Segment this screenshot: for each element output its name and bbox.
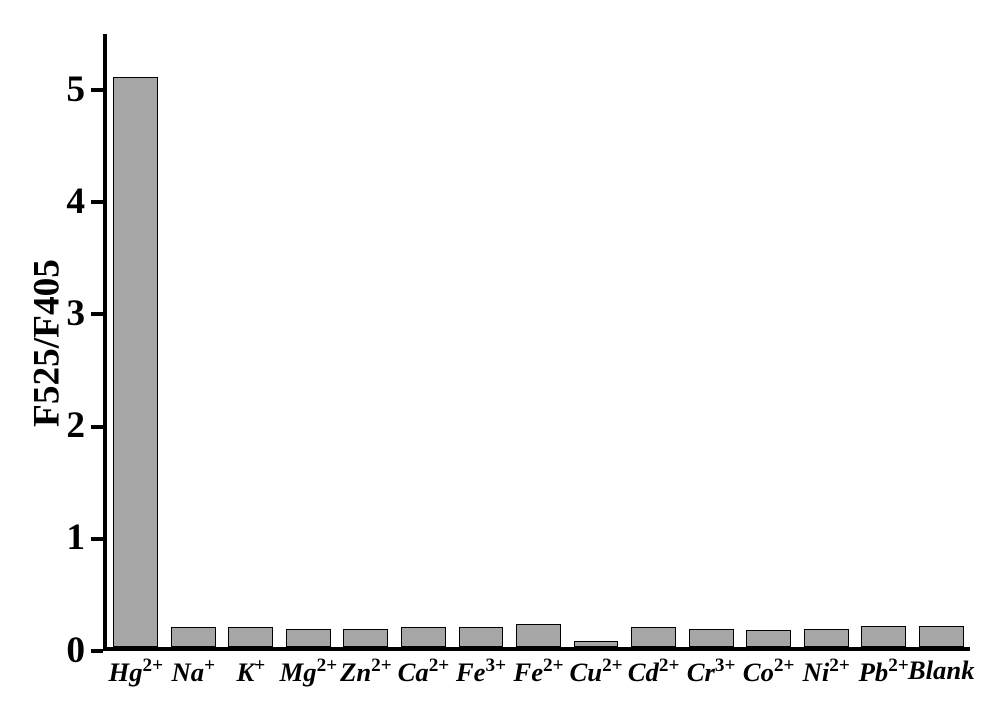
bar — [861, 626, 906, 647]
bar — [228, 627, 273, 647]
ytick-mark — [91, 425, 103, 429]
ytick-label: 0 — [0, 629, 85, 672]
bar — [631, 627, 676, 647]
y-axis-line — [103, 34, 107, 651]
bar — [689, 629, 734, 647]
bar-chart: F525/F405 012345 Hg2+Na+K+Mg2+Zn2+Ca2+Fe… — [0, 0, 1000, 721]
bar — [286, 629, 331, 647]
ytick-mark — [91, 312, 103, 316]
bar — [516, 624, 561, 647]
bar — [804, 629, 849, 647]
bar — [919, 626, 964, 647]
ytick-mark — [91, 537, 103, 541]
x-axis-line — [103, 647, 970, 651]
bar — [171, 627, 216, 647]
bar — [401, 627, 446, 647]
ytick-mark — [91, 200, 103, 204]
ytick-mark — [91, 649, 103, 653]
bar — [113, 77, 158, 647]
bar — [746, 630, 791, 647]
bar — [343, 629, 388, 647]
ytick-label: 1 — [0, 516, 85, 559]
ytick-label: 4 — [0, 180, 85, 223]
bar — [459, 627, 504, 647]
ytick-mark — [91, 88, 103, 92]
ytick-label: 3 — [0, 292, 85, 335]
bar — [574, 641, 619, 647]
ytick-label: 5 — [0, 68, 85, 111]
ytick-label: 2 — [0, 404, 85, 447]
x-category-label: Blank — [901, 655, 981, 686]
